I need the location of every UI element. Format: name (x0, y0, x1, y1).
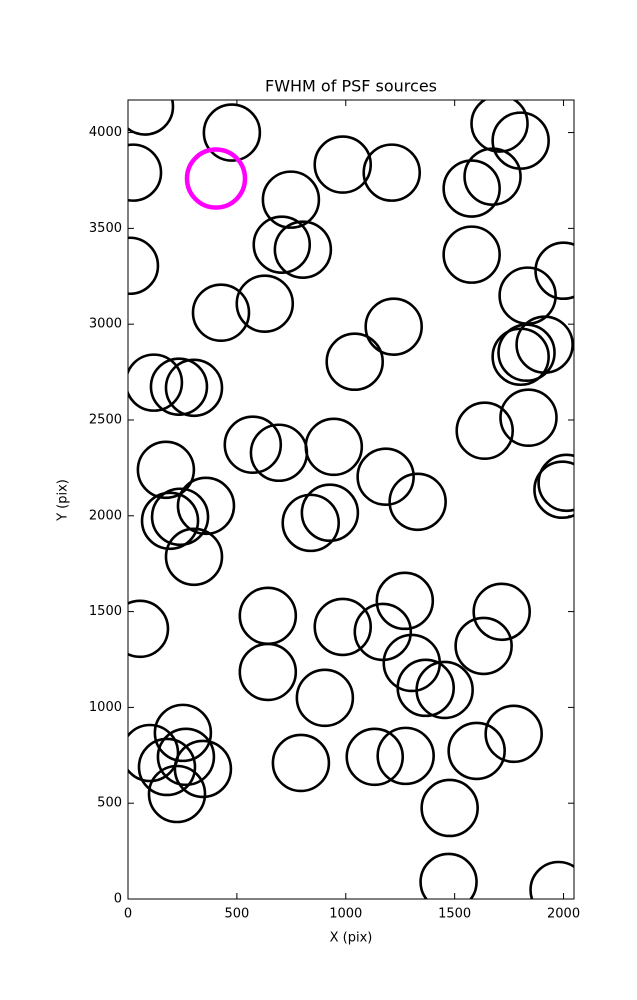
marker (191, 283, 251, 342)
marker (136, 440, 196, 500)
marker (252, 215, 312, 274)
marker (376, 726, 435, 786)
marker (295, 668, 355, 728)
y-tick-label: 1000 (89, 700, 122, 715)
y-axis-label: Y (pix) (56, 479, 71, 522)
marker (173, 739, 233, 799)
marker (149, 357, 209, 416)
x-tick-label: 0 (124, 907, 132, 922)
marker (353, 602, 413, 662)
marker (238, 642, 298, 702)
marker (128, 723, 180, 783)
marker (362, 143, 422, 202)
marker (529, 860, 574, 899)
marker (499, 388, 558, 447)
marker (238, 586, 298, 646)
marker (375, 571, 435, 631)
marker (261, 170, 321, 229)
marker (533, 460, 574, 520)
marker (498, 266, 557, 325)
marker (281, 493, 341, 553)
marker (345, 727, 405, 787)
plot-frame (127, 99, 575, 900)
y-tick-label: 2500 (89, 412, 122, 427)
marker (470, 100, 529, 153)
marker (313, 597, 373, 657)
marker (484, 704, 543, 764)
y-tick-label: 500 (97, 796, 122, 811)
marker (356, 447, 415, 506)
x-axis-label: X (pix) (330, 931, 373, 946)
marker (128, 236, 160, 296)
marker (156, 727, 216, 787)
y-tick-label: 1500 (89, 604, 122, 619)
marker (164, 527, 224, 587)
marker (300, 483, 360, 543)
marker (420, 778, 479, 838)
x-tick-label: 1500 (438, 907, 471, 922)
marker (472, 582, 531, 642)
marker (128, 143, 163, 202)
y-tick-label: 3000 (89, 317, 122, 332)
marker (515, 315, 574, 374)
marker (223, 415, 283, 475)
marker (176, 476, 236, 536)
marker (128, 100, 175, 136)
marker (442, 159, 501, 218)
marker (442, 225, 501, 284)
marker (396, 658, 455, 718)
marker (447, 721, 506, 781)
x-tick-label: 1000 (329, 907, 362, 922)
marker (534, 241, 574, 301)
marker (140, 491, 200, 551)
marker (419, 852, 478, 899)
marker (271, 733, 331, 793)
marker (388, 472, 447, 532)
marker (153, 703, 213, 763)
marker (313, 135, 373, 194)
marker (415, 660, 474, 720)
marker (455, 401, 515, 461)
marker (235, 274, 295, 333)
y-tick-label: 0 (114, 892, 122, 907)
marker (184, 147, 248, 210)
marker (202, 103, 262, 162)
marker (137, 737, 197, 797)
marker (147, 764, 207, 824)
marker (128, 353, 184, 412)
x-tick-label: 500 (224, 907, 249, 922)
y-tick-label: 3500 (89, 221, 122, 236)
marker (304, 417, 364, 477)
x-tick-label: 2000 (547, 907, 580, 922)
marker (364, 297, 423, 356)
y-tick-label: 2000 (89, 508, 122, 523)
y-tick-label: 4000 (89, 125, 122, 140)
marker (273, 220, 333, 279)
marker (128, 599, 170, 659)
marker (454, 616, 513, 676)
marker (150, 487, 210, 547)
marker (325, 332, 385, 392)
marker (463, 147, 522, 206)
marker (537, 453, 574, 513)
chart-title: FWHM of PSF sources (265, 77, 437, 96)
marker (164, 358, 224, 418)
